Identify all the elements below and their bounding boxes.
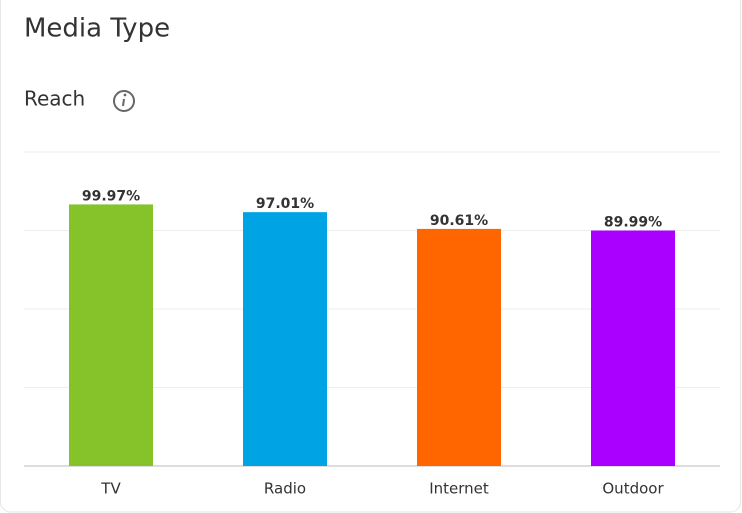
info-icon[interactable] [113,90,135,112]
x-tick-label: Radio [264,480,306,498]
bar [243,212,327,466]
value-label: 97.01% [256,196,314,212]
value-label: 89.99% [604,215,662,231]
chart-title: Media Type [24,14,170,44]
x-tick-label: Outdoor [602,480,664,498]
x-tick-label: Internet [429,480,489,498]
value-label: 90.61% [430,213,488,229]
value-label: 99.97% [82,188,140,204]
info-circle[interactable] [113,90,135,112]
bar [69,204,153,466]
bar [417,228,501,466]
x-tick-label: TV [100,480,121,498]
info-dot[interactable] [123,93,127,97]
info-stem[interactable] [122,98,125,107]
chart-subtitle: Reach [24,87,85,111]
bar [591,230,675,466]
